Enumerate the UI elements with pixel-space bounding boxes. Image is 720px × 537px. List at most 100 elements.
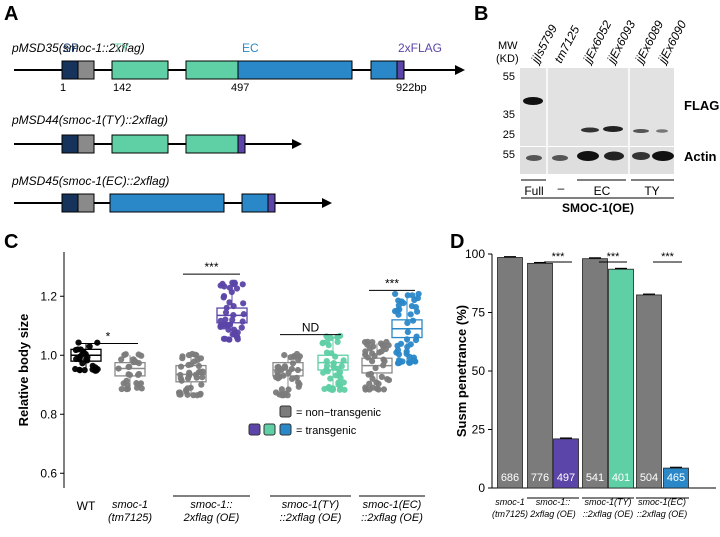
comparison-label-c: *** <box>204 260 218 274</box>
data-point-c <box>411 357 418 365</box>
construct-2-sp <box>61 134 79 154</box>
legend-label-nontransgenic: = non−transgenic <box>296 407 382 419</box>
data-point-c <box>272 374 280 381</box>
data-point-c <box>366 345 374 352</box>
comparison-label-c: * <box>106 329 111 343</box>
data-point-c <box>289 360 297 367</box>
data-point-c <box>238 324 245 331</box>
bar-d <box>527 262 553 489</box>
flag-band-ec2 <box>603 126 623 132</box>
data-point-c <box>224 322 232 329</box>
bar-d <box>636 294 662 489</box>
data-point-c <box>384 375 391 383</box>
x-group-label-d: smoc-1 (tm7125) <box>492 497 528 519</box>
pos-start: 1 <box>60 82 66 94</box>
data-point-c <box>198 381 205 388</box>
construct-1-ec <box>237 60 353 80</box>
legend-label-transgenic: = transgenic <box>296 425 357 437</box>
actin-band-2 <box>552 155 568 161</box>
data-point-c <box>294 366 302 374</box>
data-point-c <box>79 360 86 367</box>
y-tick-label-c: 1.0 <box>40 348 57 362</box>
data-point-c <box>404 319 411 327</box>
construct-1-name: pMSD35(smoc-1::2xflag) <box>11 41 145 55</box>
data-point-c <box>280 372 287 379</box>
actin-band-6 <box>652 151 674 161</box>
ec-label: EC <box>242 41 259 55</box>
data-point-c <box>369 384 376 391</box>
chart-c: 0.6 0.8 1.0 1.2 Relative body size WT smoc-1 (t… <box>16 252 425 524</box>
mw-label: MW <box>498 40 518 52</box>
data-point-c <box>296 353 303 360</box>
data-point-c <box>391 308 399 315</box>
marker-25: 25 <box>503 129 515 141</box>
data-point-c <box>381 358 388 365</box>
group-ec: EC <box>594 184 611 198</box>
actin-band-1 <box>526 155 542 161</box>
y-tick-label-d: 100 <box>465 247 485 261</box>
data-point-c <box>293 374 300 381</box>
data-point-c <box>288 375 296 383</box>
data-point-c <box>366 380 373 387</box>
data-point-c <box>186 371 193 378</box>
legend-swatch-nontransgenic <box>279 405 292 418</box>
data-point-c <box>281 352 288 359</box>
data-point-c <box>334 338 341 346</box>
legend-swatch-full <box>248 423 261 436</box>
bar-n-label-d: 504 <box>640 472 658 484</box>
data-point-c <box>408 303 416 310</box>
data-point-c <box>399 358 406 365</box>
bar-n-label-d: 401 <box>612 472 630 484</box>
actin-band-5 <box>632 152 650 160</box>
group-dash: – <box>558 181 565 195</box>
data-point-c <box>135 360 142 367</box>
construct-3-sp <box>61 193 79 213</box>
construct-2-name: pMSD44(smoc-1(TY)::2xflag) <box>11 113 168 127</box>
data-point-c <box>335 379 342 386</box>
data-point-c <box>295 383 302 390</box>
data-point-c <box>138 385 145 392</box>
construct-2-grey <box>77 134 95 154</box>
bar-n-label-d: 497 <box>557 472 575 484</box>
data-point-c <box>81 367 88 374</box>
data-point-c <box>233 334 241 341</box>
data-point-c <box>121 351 128 359</box>
x-group-label-d: smoc-1(EC)::2xflag (OE) <box>637 497 688 519</box>
data-point-c <box>217 317 224 324</box>
y-axis-label-c: Relative body size <box>16 314 31 427</box>
panel-b: B MW (KD) jjIs5799tm7125jjEx6052jjEx6093… <box>474 3 719 215</box>
data-point-c <box>323 358 330 365</box>
actin-row-label: Actin <box>684 149 717 164</box>
pos-ty: 142 <box>113 82 131 94</box>
bar-n-label-d: 541 <box>586 472 604 484</box>
data-point-c <box>118 356 125 363</box>
data-point-c <box>407 341 414 348</box>
data-point-c <box>395 302 402 309</box>
data-point-c <box>195 362 203 370</box>
data-point-c <box>239 281 246 288</box>
bar-n-label-d: 686 <box>501 472 519 484</box>
data-point-c <box>392 290 399 298</box>
comparison-label-d: *** <box>552 251 566 263</box>
construct-3-arrow <box>322 198 332 208</box>
data-point-c <box>86 343 93 350</box>
construct-3-flag <box>267 193 276 213</box>
data-point-c <box>84 357 91 364</box>
y-tick-label-d: 25 <box>472 423 486 437</box>
data-point-c <box>327 334 335 342</box>
data-point-c <box>239 318 246 325</box>
construct-1-sp <box>61 60 79 80</box>
panel-c-letter: C <box>4 231 18 253</box>
y-tick-label-c: 0.8 <box>40 407 57 421</box>
y-tick-label-d: 75 <box>472 306 486 320</box>
data-point-c <box>320 369 327 376</box>
comparison-label-c: *** <box>385 276 399 290</box>
data-point-c <box>272 389 280 396</box>
data-point-c <box>369 375 376 382</box>
x-group-label-d: smoc-1(TY)::2xflag (OE) <box>583 497 634 519</box>
data-point-c <box>369 350 376 357</box>
data-point-c <box>409 317 417 324</box>
construct-1-ty2 <box>185 60 239 80</box>
data-point-c <box>192 371 199 378</box>
data-point-c <box>411 296 418 304</box>
